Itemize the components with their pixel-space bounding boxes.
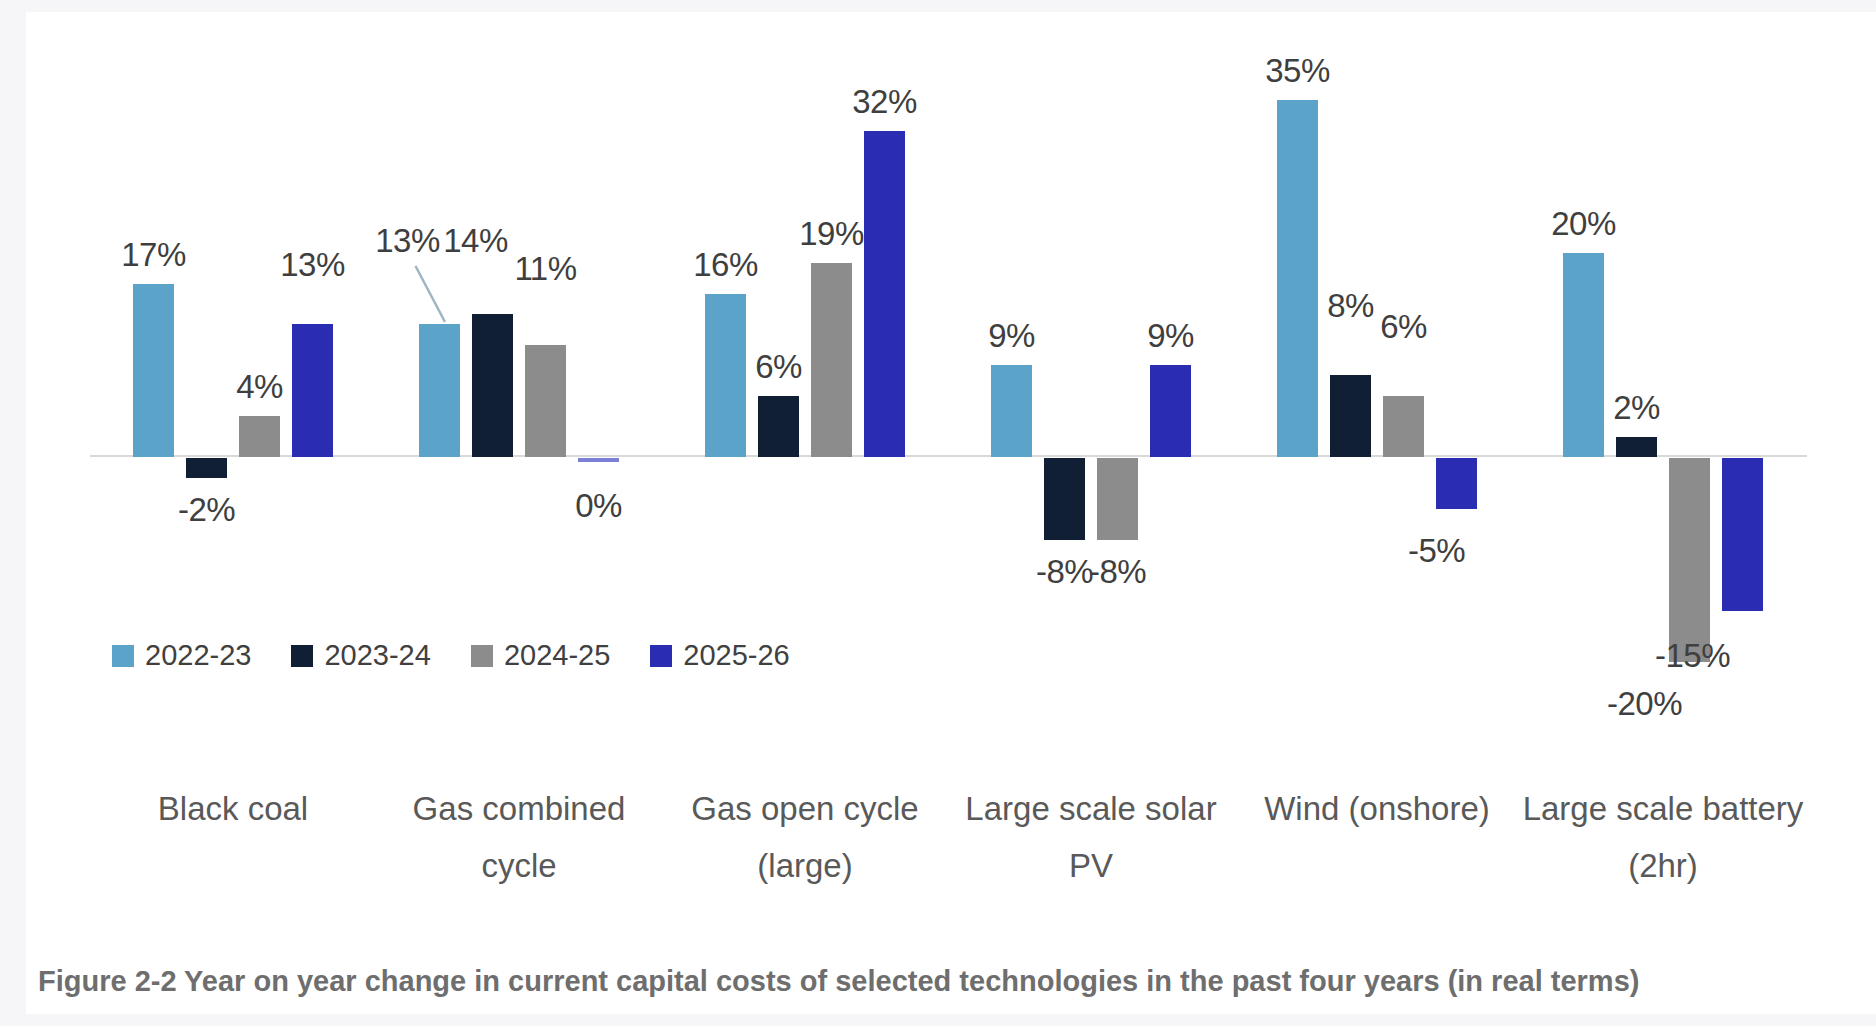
value-label-gas-open-cycle-large-2022-23: 16%	[693, 246, 758, 284]
value-label-gas-open-cycle-large-2025-26: 32%	[852, 83, 917, 121]
bar-large-scale-battery-2hr-2025-26	[1722, 458, 1763, 611]
legend-label-2022-23: 2022-23	[145, 639, 251, 672]
legend-item-2022-23: 2022-23	[112, 639, 251, 672]
legend-swatch-2024-25	[471, 645, 493, 667]
category-label-wind-onshore: Wind (onshore)	[1232, 781, 1522, 838]
bar-gas-open-cycle-large-2022-23	[705, 294, 746, 457]
category-label-black-coal: Black coal	[88, 781, 378, 838]
page-margin-left	[0, 0, 26, 1026]
legend-item-2023-24: 2023-24	[291, 639, 430, 672]
value-label-large-scale-solar-pv-2024-25: -8%	[1089, 553, 1146, 591]
bar-large-scale-solar-pv-2024-25	[1097, 458, 1138, 540]
bar-wind-onshore-2023-24	[1330, 375, 1371, 457]
value-label-gas-combined-cycle-2024-25: 11%	[514, 250, 576, 288]
value-label-black-coal-2025-26: 13%	[280, 246, 345, 284]
bar-gas-combined-cycle-2024-25	[525, 345, 566, 457]
value-label-wind-onshore-2024-25: 6%	[1380, 308, 1427, 346]
value-label-gas-combined-cycle-2023-24: 14%	[443, 222, 508, 260]
bar-black-coal-2022-23	[133, 284, 174, 457]
bar-large-scale-solar-pv-2023-24	[1044, 458, 1085, 540]
value-label-wind-onshore-2022-23: 35%	[1265, 52, 1330, 90]
bar-black-coal-2025-26	[292, 324, 333, 457]
bar-black-coal-2023-24	[186, 458, 227, 478]
bar-large-scale-battery-2hr-2024-25	[1669, 458, 1710, 662]
legend-swatch-2023-24	[291, 645, 313, 667]
legend-swatch-2022-23	[112, 645, 134, 667]
bar-wind-onshore-2025-26	[1436, 458, 1477, 509]
value-label-large-scale-battery-2hr-2022-23: 20%	[1551, 205, 1616, 243]
bar-large-scale-battery-2hr-2023-24	[1616, 437, 1657, 457]
bar-gas-combined-cycle-2023-24	[472, 314, 513, 457]
bar-black-coal-2024-25	[239, 416, 280, 457]
category-label-large-scale-battery-2hr: Large scale battery (2hr)	[1518, 781, 1808, 895]
value-label-wind-onshore-2025-26: -5%	[1408, 532, 1465, 570]
category-label-gas-combined-cycle: Gas combined cycle	[374, 781, 664, 895]
value-label-large-scale-battery-2hr-2025-26: -15%	[1655, 637, 1730, 675]
bar-gas-open-cycle-large-2023-24	[758, 396, 799, 457]
category-label-gas-open-cycle-large: Gas open cycle (large)	[660, 781, 950, 895]
page-margin-top	[0, 0, 1876, 12]
value-label-black-coal-2024-25: 4%	[236, 368, 283, 406]
category-label-large-scale-solar-pv: Large scale solar PV	[946, 781, 1236, 895]
legend-item-2024-25: 2024-25	[471, 639, 610, 672]
value-label-large-scale-solar-pv-2023-24: -8%	[1036, 553, 1093, 591]
bar-large-scale-battery-2hr-2022-23	[1563, 253, 1604, 457]
bar-gas-open-cycle-large-2025-26	[864, 131, 905, 457]
value-label-gas-combined-cycle-2022-23: 13%	[375, 222, 440, 260]
value-label-gas-open-cycle-large-2023-24: 6%	[755, 348, 802, 386]
bar-large-scale-solar-pv-2022-23	[991, 365, 1032, 457]
bar-wind-onshore-2024-25	[1383, 396, 1424, 457]
legend-label-2023-24: 2023-24	[324, 639, 430, 672]
figure-caption: Figure 2-2 Year on year change in curren…	[38, 965, 1848, 998]
chart-legend: 2022-23 2023-24 2024-25 2025-26	[112, 639, 790, 672]
value-label-wind-onshore-2023-24: 8%	[1327, 287, 1374, 325]
value-label-black-coal-2023-24: -2%	[178, 491, 235, 529]
legend-item-2025-26: 2025-26	[650, 639, 789, 672]
value-label-large-scale-solar-pv-2025-26: 9%	[1147, 317, 1194, 355]
value-label-gas-open-cycle-large-2024-25: 19%	[799, 215, 864, 253]
figure-page: 17%-2%4%13%13%14%11%0%16%6%19%32%9%-8%-8…	[0, 0, 1876, 1026]
bar-gas-open-cycle-large-2024-25	[811, 263, 852, 457]
bar-gas-combined-cycle-2022-23	[419, 324, 460, 457]
legend-label-2025-26: 2025-26	[683, 639, 789, 672]
bar-large-scale-solar-pv-2025-26	[1150, 365, 1191, 457]
legend-label-2024-25: 2024-25	[504, 639, 610, 672]
value-label-large-scale-battery-2hr-2024-25: -20%	[1607, 685, 1682, 723]
value-label-gas-combined-cycle-2025-26: 0%	[575, 487, 622, 525]
value-label-large-scale-solar-pv-2022-23: 9%	[988, 317, 1035, 355]
bar-gas-combined-cycle-2025-26	[578, 458, 619, 462]
page-margin-bottom	[0, 1014, 1876, 1026]
legend-swatch-2025-26	[650, 645, 672, 667]
value-label-large-scale-battery-2hr-2023-24: 2%	[1613, 389, 1660, 427]
x-axis-line	[90, 455, 1807, 457]
bar-wind-onshore-2022-23	[1277, 100, 1318, 457]
value-label-black-coal-2022-23: 17%	[121, 236, 186, 274]
